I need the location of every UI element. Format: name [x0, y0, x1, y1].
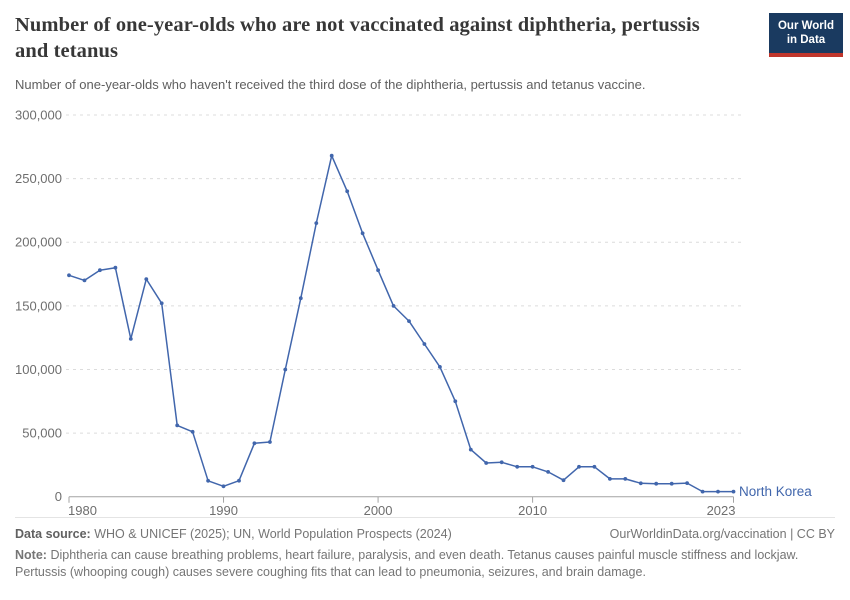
data-point-1993[interactable] — [268, 440, 272, 444]
attribution-separator: | — [790, 527, 794, 541]
data-point-1989[interactable] — [206, 478, 211, 483]
y-axis-label-150000: 150,000 — [15, 298, 62, 313]
data-point-1988[interactable] — [190, 429, 195, 434]
data-point-1987[interactable] — [175, 423, 180, 428]
data-point-1983[interactable] — [113, 265, 118, 270]
data-point-1991[interactable] — [237, 478, 241, 483]
data-point-2012[interactable] — [561, 478, 566, 483]
x-axis-label-2010: 2010 — [518, 503, 547, 518]
data-point-2009[interactable] — [515, 464, 520, 469]
y-axis-label-250000: 250,000 — [15, 171, 62, 186]
data-point-2021[interactable] — [700, 489, 705, 494]
data-point-2022[interactable] — [716, 489, 720, 494]
series-line-north-korea[interactable] — [68, 154, 735, 493]
data-point-2010[interactable] — [530, 464, 535, 469]
data-point-1994[interactable] — [283, 367, 288, 372]
y-axis-label-100000: 100,000 — [15, 362, 62, 377]
data-point-1999[interactable] — [360, 231, 365, 236]
owid-logo-line1: Our World — [777, 20, 834, 32]
data-point-2014[interactable] — [592, 464, 597, 469]
data-point-2006[interactable] — [468, 447, 473, 452]
data-point-1982[interactable] — [98, 268, 102, 273]
data-point-1996[interactable] — [314, 221, 319, 226]
x-axis-label-1980: 1980 — [68, 503, 97, 518]
y-axis-label-50000: 50,000 — [22, 426, 62, 441]
chart-title: Number of one-year-olds who are not vacc… — [15, 14, 700, 63]
attribution-text: OurWorldinData.org/vaccination | CC BY — [610, 527, 835, 541]
y-axis-label-0: 0 — [55, 489, 62, 504]
data-point-2000[interactable] — [376, 268, 380, 273]
footer-divider — [15, 517, 835, 518]
data-point-1992[interactable] — [252, 441, 257, 446]
data-point-2020[interactable] — [685, 481, 689, 485]
data-point-2007[interactable] — [484, 461, 489, 465]
data-point-2013[interactable] — [577, 464, 581, 469]
data-point-1997[interactable] — [329, 153, 334, 158]
data-point-2008[interactable] — [499, 460, 504, 465]
y-axis-label-300000: 300,000 — [15, 108, 62, 123]
line-chart-canvas[interactable]: 0 50,000 100,000 150,000 200,000 250,000 300,0… — [0, 0, 850, 525]
x-axis-label-1990: 1990 — [209, 503, 238, 518]
data-source-label: Data source: — [15, 527, 91, 541]
data-point-1995[interactable] — [298, 296, 303, 301]
data-point-1986[interactable] — [159, 301, 164, 306]
data-point-2017[interactable] — [638, 481, 643, 486]
data-point-2016[interactable] — [623, 477, 628, 481]
attribution-url-link[interactable]: OurWorldinData.org/vaccination — [609, 527, 787, 541]
data-point-1984[interactable] — [128, 337, 133, 341]
data-point-2001[interactable] — [391, 304, 396, 308]
data-point-2003[interactable] — [422, 342, 427, 346]
footer-note: Note: Diphtheria can cause breathing pro… — [15, 547, 807, 581]
chart-subtitle: Number of one-year-olds who haven't rece… — [15, 77, 646, 92]
data-point-1981[interactable] — [82, 278, 87, 283]
data-point-2023[interactable] — [731, 489, 736, 494]
data-point-1980[interactable] — [67, 273, 71, 278]
data-source-text: Data source: WHO & UNICEF (2025); UN, Wo… — [15, 527, 452, 541]
license-link[interactable]: CC BY — [796, 527, 835, 541]
footer-source-row: Data source: WHO & UNICEF (2025); UN, Wo… — [15, 527, 835, 541]
data-point-1990[interactable] — [221, 484, 226, 489]
data-point-2018[interactable] — [654, 481, 659, 486]
data-point-2015[interactable] — [608, 477, 612, 481]
owid-logo[interactable]: Our World in Data — [769, 13, 843, 57]
data-point-2005[interactable] — [453, 399, 458, 404]
data-point-2004[interactable] — [438, 365, 442, 369]
x-axis-label-2000: 2000 — [364, 503, 393, 518]
x-axis-label-2023: 2023 — [707, 503, 736, 518]
y-axis-label-200000: 200,000 — [15, 235, 62, 250]
owid-logo-line2: in Data — [786, 34, 826, 47]
data-point-1998[interactable] — [345, 189, 350, 194]
data-point-1985[interactable] — [144, 277, 149, 281]
data-point-2011[interactable] — [546, 470, 550, 474]
data-point-2019[interactable] — [669, 481, 674, 486]
data-point-2002[interactable] — [407, 319, 411, 323]
footer-note-text: Diphtheria can cause breathing problems,… — [15, 548, 799, 579]
data-source-value: WHO & UNICEF (2025); UN, World Populatio… — [94, 527, 452, 541]
entity-label-north-korea[interactable]: North Korea — [739, 484, 812, 499]
footer-note-label: Note: — [15, 548, 47, 562]
